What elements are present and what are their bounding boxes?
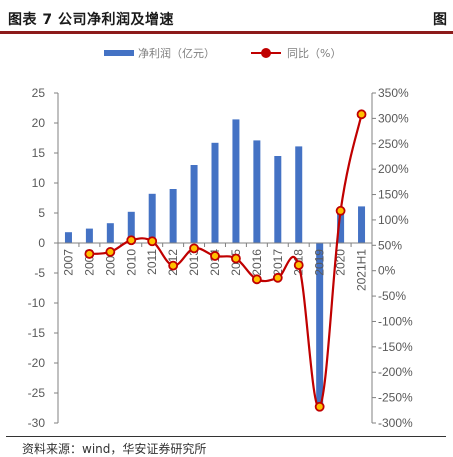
left-tick-label: -20 <box>28 356 46 370</box>
bar <box>106 223 114 243</box>
right-tick-label: 150% <box>378 188 409 202</box>
growth-marker <box>147 236 158 247</box>
left-tick-label: -30 <box>28 416 46 430</box>
left-tick-label: -10 <box>28 296 46 310</box>
growth-marker <box>314 401 325 412</box>
right-tick-label: -150% <box>378 340 413 354</box>
legend-bar-swatch <box>104 50 134 56</box>
legend-line-marker <box>261 48 271 58</box>
growth-marker <box>126 235 137 246</box>
growth-marker <box>293 260 304 271</box>
left-tick-label: 25 <box>32 86 46 100</box>
header-rule <box>0 31 453 34</box>
growth-marker <box>210 251 220 261</box>
left-tick-label: 15 <box>32 146 46 160</box>
right-tick-label: 350% <box>378 86 409 100</box>
footer: 资料来源：wind，华安证券研究所 <box>0 436 453 456</box>
x-tick-label: 2009 <box>103 249 117 276</box>
bar <box>358 206 366 243</box>
bar <box>295 146 303 243</box>
right-tick-label: 200% <box>378 162 409 176</box>
left-tick-label: -25 <box>28 386 46 400</box>
growth-marker <box>272 272 283 283</box>
growth-marker <box>84 249 95 259</box>
x-tick-label: 2020 <box>334 249 348 276</box>
right-tick-label: 50% <box>378 238 402 252</box>
x-tick-label: 2017 <box>271 249 285 276</box>
right-tick-label: 0% <box>378 264 396 278</box>
growth-marker <box>168 260 179 271</box>
header: 图表 7 公司净利润及增速 图 <box>0 0 453 34</box>
bar <box>64 232 72 243</box>
legend-bar-label: 净利润（亿元） <box>138 47 215 60</box>
x-tick-label: 2010 <box>124 249 138 276</box>
right-tick-label: 100% <box>378 213 409 227</box>
growth-marker <box>231 253 241 264</box>
x-tick-label: 2013 <box>187 249 201 276</box>
left-tick-label: 5 <box>38 206 45 220</box>
right-tick-label: -300% <box>378 416 413 430</box>
growth-marker <box>105 247 116 257</box>
bar <box>211 142 219 243</box>
header-right-label: 图 <box>433 12 447 28</box>
growth-marker <box>335 205 346 216</box>
right-tick-label: -200% <box>378 365 413 379</box>
left-tick-label: 0 <box>38 236 45 250</box>
right-tick-label: -50% <box>378 289 406 303</box>
footer-rule <box>6 436 446 437</box>
x-tick-label: 2011 <box>145 249 159 275</box>
bar <box>127 211 135 243</box>
x-tick-label: 2021H1 <box>355 249 369 291</box>
bar <box>148 193 156 243</box>
bar <box>169 189 177 243</box>
bar <box>337 213 345 243</box>
source-note: 资料来源：wind，华安证券研究所 <box>22 442 207 456</box>
bar <box>253 140 261 243</box>
x-tick-label: 2007 <box>61 249 75 276</box>
bar <box>190 165 198 243</box>
left-tick-label: 10 <box>32 176 46 190</box>
growth-marker <box>251 274 262 285</box>
x-tick-label: 2019 <box>313 249 327 276</box>
bar <box>85 228 93 243</box>
right-tick-label: -250% <box>378 391 413 405</box>
growth-line <box>89 114 363 408</box>
legend-line-label: 同比（%） <box>287 47 342 60</box>
bar <box>274 156 282 243</box>
left-tick-label: 20 <box>32 116 46 130</box>
growth-marker <box>356 109 367 120</box>
chart-title: 图表 7 公司净利润及增速 <box>8 12 174 28</box>
right-tick-label: -100% <box>378 314 413 328</box>
legend: 净利润（亿元） 同比（%） <box>0 44 453 62</box>
right-tick-label: 300% <box>378 111 409 125</box>
bar <box>232 119 240 243</box>
growth-marker <box>189 243 199 254</box>
left-tick-label: -15 <box>28 326 46 340</box>
left-tick-label: -5 <box>34 266 45 280</box>
x-tick-label: 2016 <box>250 249 264 276</box>
right-tick-label: 250% <box>378 137 409 151</box>
bar <box>316 243 324 405</box>
